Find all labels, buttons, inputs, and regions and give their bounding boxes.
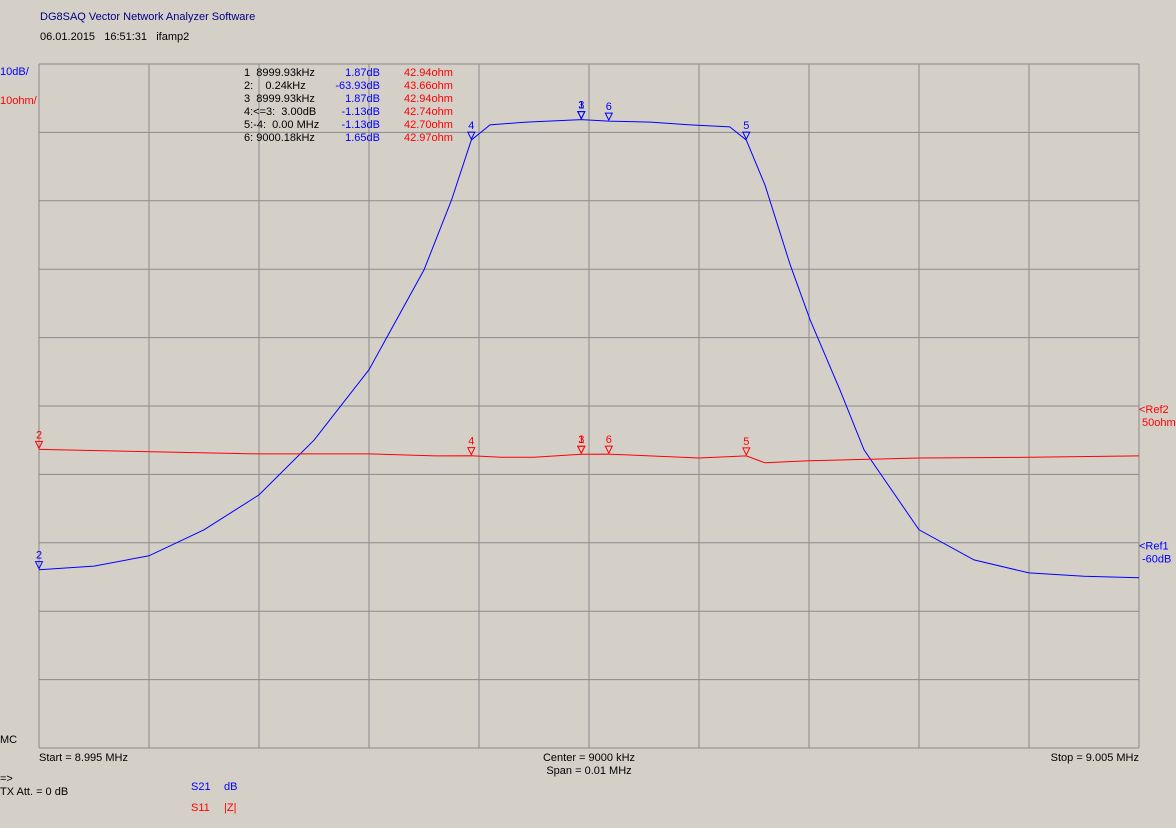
marker-row-s21: -1.13dB (341, 119, 380, 131)
marker-triangle (576, 445, 586, 455)
marker-row-z: 42.94ohm (404, 93, 453, 105)
ref-label: <Ref2 (1139, 404, 1169, 416)
marker-number: 3 (578, 434, 584, 446)
legend-unit: dB (224, 781, 237, 793)
marker-number: 3 (578, 100, 584, 112)
marker-row-z: 42.70ohm (404, 119, 453, 131)
marker-row-s21: 1.87dB (345, 67, 380, 79)
trace-s21 (38, 119, 1140, 579)
marker-row-s21: 1.65dB (345, 132, 380, 144)
marker-row-label: 6: 9000.18kHz (244, 132, 315, 144)
marker-triangle (576, 111, 586, 120)
marker-triangle (466, 131, 476, 141)
marker-row-label: 4:<=3: 3.00dB (244, 106, 316, 118)
marker-triangle (34, 440, 44, 450)
marker-row-label: 2: 0.24kHz (244, 80, 306, 92)
chart-title: DG8SAQ Vector Network Analyzer Software (40, 11, 255, 23)
marker-number: 1 (578, 434, 584, 446)
marker-triangle (604, 112, 614, 122)
marker-triangle (604, 445, 614, 455)
traces (34, 111, 1140, 579)
marker-number: 2 (36, 550, 42, 562)
tx-att-label: TX Att. = 0 dB (0, 786, 68, 798)
marker-row-z: 42.74ohm (404, 106, 453, 118)
marker-row-z: 43.66ohm (404, 80, 453, 92)
scale-label: 10dB/ (0, 66, 30, 78)
marker-triangle (741, 447, 751, 457)
legend-name: S21 (191, 781, 211, 793)
marker-row-label: 3 8999.93kHz (244, 93, 315, 105)
marker-row-s21: -63.93dB (335, 80, 380, 92)
marker-number: 6 (606, 434, 612, 446)
marker-row-s21: -1.13dB (341, 106, 380, 118)
marker-row-z: 42.97ohm (404, 132, 453, 144)
marker-triangle (741, 131, 751, 141)
marker-number: 6 (606, 101, 612, 113)
legend-name: S11 (191, 802, 210, 814)
grid (38, 63, 1140, 749)
marker-row-label: 1 8999.93kHz (244, 67, 315, 79)
marker-row-s21: 1.87dB (345, 93, 380, 105)
marker-row-label: 5:-4: 0.00 MHz (244, 119, 319, 131)
ref-value: -60dB (1142, 554, 1171, 566)
scale-label: 10ohm/ (0, 95, 38, 107)
ref-value: 50ohm (1142, 417, 1176, 429)
chart-subtitle: 06.01.2015 16:51:31 ifamp2 (40, 31, 189, 43)
start-label: Start = 8.995 MHz (39, 752, 128, 764)
marker-number: 1 (578, 100, 584, 112)
mode-label: MC (0, 734, 17, 746)
ref-label: <Ref1 (1139, 541, 1169, 553)
marker-number: 4 (468, 436, 474, 448)
marker-number: 2 (36, 429, 42, 441)
marker-number: 5 (743, 120, 749, 132)
legend-unit: |Z| (224, 802, 236, 814)
marker-triangle (466, 447, 476, 456)
center-label: Center = 9000 kHz (543, 752, 635, 764)
stop-label: Stop = 9.005 MHz (1051, 752, 1139, 764)
span-label: Span = 0.01 MHz (546, 765, 631, 777)
trace-s11 (38, 448, 1140, 464)
marker-number: 5 (743, 436, 749, 448)
marker-triangle (34, 561, 44, 570)
arrow-label: => (0, 773, 13, 785)
marker-row-z: 42.94ohm (404, 67, 453, 79)
marker-number: 4 (468, 120, 474, 132)
